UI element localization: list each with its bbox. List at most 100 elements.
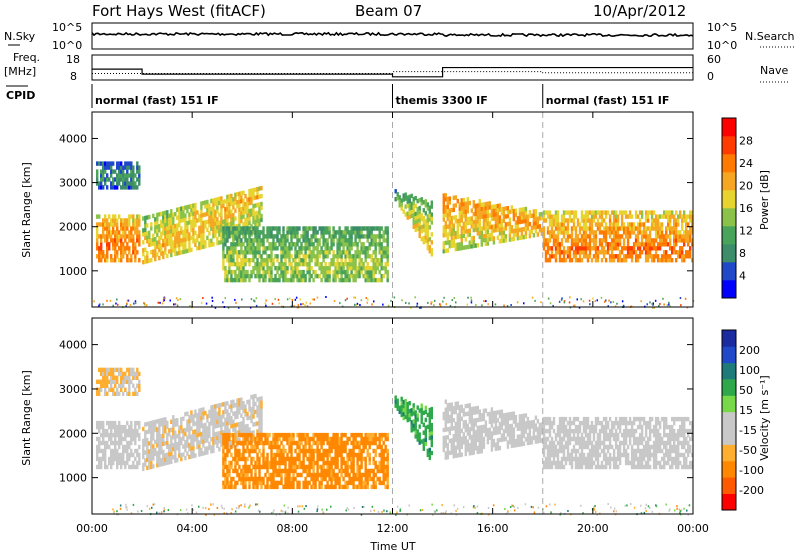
heatmap-cell: [108, 367, 111, 373]
heatmap-cell: [512, 228, 516, 234]
heatmap-cell: [210, 226, 213, 231]
heatmap-cell: [222, 262, 225, 267]
heatmap-cell: [104, 383, 107, 388]
heatmap-cell: [480, 226, 483, 231]
heatmap-cell: [466, 303, 469, 306]
heatmap-cell: [334, 269, 337, 275]
heatmap-cell: [216, 209, 219, 214]
heatmap-cell: [582, 214, 586, 219]
heatmap-cell: [254, 226, 257, 231]
heatmap-cell: [354, 266, 357, 271]
heatmap-cell: [254, 230, 257, 235]
heatmap-cell: [256, 464, 259, 470]
heatmap-cell: [560, 298, 563, 301]
heatmap-cell: [490, 232, 494, 237]
heatmap-cell: [148, 449, 151, 454]
heatmap-cell: [104, 428, 107, 434]
heatmap-cell: [450, 243, 453, 248]
heatmap-cell: [378, 242, 381, 247]
heatmap-cell: [410, 424, 413, 429]
heatmap-cell: [122, 448, 125, 454]
heatmap-cell: [642, 226, 646, 231]
heatmap-cell: [600, 214, 604, 219]
heatmap-cell: [154, 427, 157, 433]
colorbar-swatch: [722, 208, 736, 227]
heatmap-cell: [540, 211, 544, 217]
heatmap-cell: [586, 234, 590, 239]
heatmap-cell: [180, 238, 183, 243]
heatmap-cell: [146, 258, 149, 264]
heatmap-cell: [222, 266, 225, 271]
heatmap-cell: [202, 407, 205, 412]
heatmap-cell: [188, 212, 191, 217]
heatmap-cell: [112, 367, 115, 373]
heatmap-cell: [384, 254, 387, 259]
heatmap-cell: [368, 472, 371, 478]
heatmap-cell: [344, 444, 347, 450]
heatmap-cell: [282, 262, 285, 267]
heatmap-cell: [274, 460, 277, 466]
heatmap-cell: [178, 211, 181, 216]
heatmap-cell: [108, 460, 111, 466]
heatmap-cell: [344, 299, 347, 302]
heatmap-cell: [476, 219, 479, 224]
heatmap-cell: [110, 424, 113, 430]
heatmap-cell: [158, 450, 161, 455]
heatmap-cell: [126, 234, 129, 239]
heatmap-cell: [610, 238, 614, 243]
heatmap-cell: [542, 246, 546, 251]
heatmap-cell: [93, 300, 95, 303]
heatmap-cell: [574, 230, 578, 235]
heatmap-cell: [386, 242, 389, 247]
heatmap-cell: [640, 250, 644, 255]
heatmap-cell: [188, 446, 191, 452]
heatmap-cell: [580, 242, 584, 247]
heatmap-cell: [360, 262, 363, 267]
heatmap-cell: [222, 456, 225, 462]
heatmap-cell: [650, 254, 654, 259]
heatmap-cell: [268, 484, 271, 490]
heatmap-cell: [410, 213, 413, 218]
heatmap-cell: [242, 206, 245, 211]
heatmap-cell: [120, 173, 123, 178]
heatmap-cell: [120, 452, 123, 458]
heatmap-cell: [236, 266, 239, 271]
heatmap-cell: [258, 432, 261, 438]
heatmap-cell: [644, 258, 648, 263]
heatmap-cell: [512, 208, 516, 214]
heatmap-cell: [228, 472, 231, 478]
heatmap-cell: [336, 436, 339, 442]
heatmap-cell: [288, 254, 291, 259]
heatmap-cell: [502, 214, 506, 219]
heatmap-cell: [156, 252, 159, 257]
heatmap-cell: [667, 214, 670, 219]
heatmap-cell: [356, 476, 359, 482]
power-ylabel: Slant Range [km]: [20, 162, 33, 258]
heatmap-cell: [208, 445, 211, 451]
heatmap-cell: [260, 464, 263, 470]
heatmap-cell: [386, 480, 389, 486]
heatmap-cell: [222, 199, 225, 205]
heatmap-cell: [506, 305, 509, 308]
heatmap-cell: [332, 444, 335, 450]
heatmap-cell: [574, 214, 578, 219]
heatmap-cell: [442, 201, 445, 206]
nsky-panel-frame: [91, 22, 694, 50]
heatmap-cell: [256, 266, 259, 271]
heatmap-cell: [128, 250, 131, 255]
heatmap-cell: [220, 208, 223, 213]
heatmap-cell: [116, 456, 119, 462]
heatmap-cell: [282, 436, 285, 442]
heatmap-cell: [562, 222, 566, 227]
heatmap-cell: [284, 456, 287, 462]
heatmap-cell: [170, 439, 173, 444]
heatmap-cell: [582, 254, 586, 259]
heatmap-cell: [156, 216, 159, 222]
heatmap-cell: [116, 440, 119, 446]
heatmap-cell: [128, 387, 131, 392]
heatmap-cell: [306, 266, 309, 271]
heatmap-cell: [262, 456, 265, 462]
heatmap-cell: [254, 401, 257, 407]
heatmap-cell: [685, 218, 688, 223]
heatmap-cell: [220, 414, 223, 419]
